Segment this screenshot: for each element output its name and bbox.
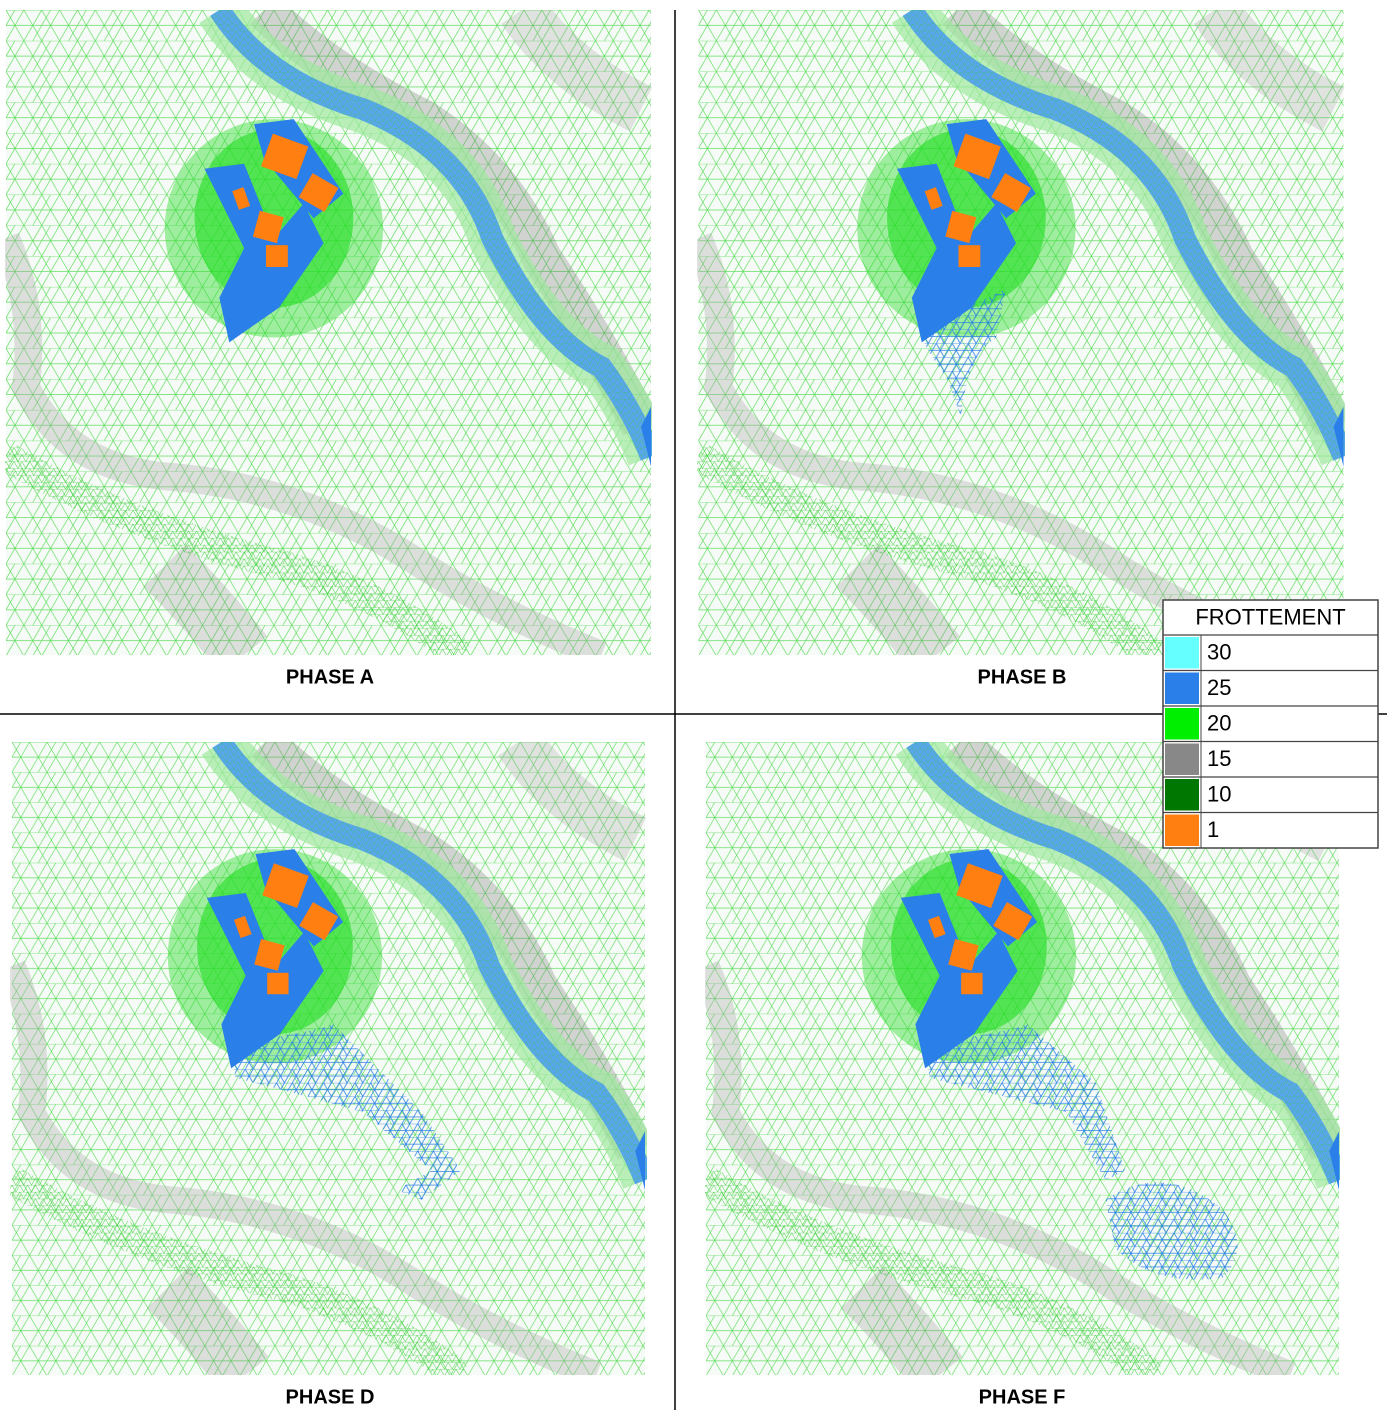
- legend-label: 30: [1207, 640, 1231, 665]
- page: PHASE A PHASE B PHASE D PHASE F FROTTEMENT 30…: [0, 0, 1387, 1410]
- mesh-map: [6, 10, 651, 655]
- legend-label: 15: [1207, 746, 1231, 771]
- mesh-map: [12, 742, 645, 1375]
- legend: FROTTEMENT 30 25 20 15 10 1: [1163, 600, 1378, 848]
- legend-swatch: [1165, 779, 1199, 811]
- panel-caption: PHASE B: [978, 666, 1067, 688]
- legend-swatch: [1165, 637, 1199, 669]
- map-image: [699, 10, 1344, 655]
- legend-label: 1: [1207, 817, 1219, 842]
- legend-swatch: [1165, 744, 1199, 776]
- legend-swatch: [1165, 815, 1199, 847]
- legend-swatch: [1165, 708, 1199, 740]
- mesh-map: [699, 10, 1344, 655]
- panel-caption: PHASE A: [286, 666, 374, 688]
- panel-caption: PHASE D: [286, 1386, 375, 1408]
- panel-caption: PHASE F: [979, 1386, 1066, 1408]
- figure: PHASE A PHASE B PHASE D PHASE F FROTTEMENT 30…: [0, 0, 1387, 1410]
- legend-label: 25: [1207, 675, 1231, 700]
- legend-title: FROTTEMENT: [1195, 604, 1345, 629]
- legend-label: 10: [1207, 782, 1231, 807]
- map-image: [6, 10, 651, 655]
- legend-swatch: [1165, 673, 1199, 705]
- legend-label: 20: [1207, 711, 1231, 736]
